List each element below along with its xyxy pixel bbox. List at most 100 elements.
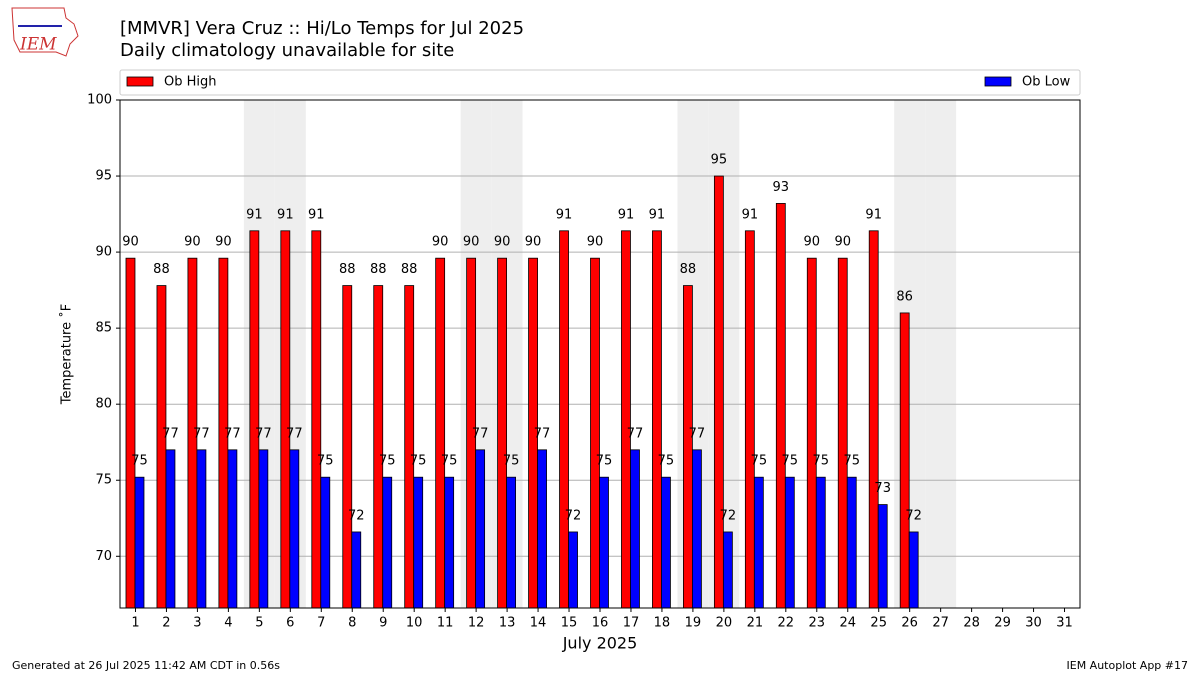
data-label: 95 <box>711 153 728 168</box>
data-label: 75 <box>596 454 613 469</box>
y-tick-label: 100 <box>87 93 112 108</box>
plot-frame <box>119 99 1081 609</box>
data-label: 88 <box>680 262 697 277</box>
data-label: 75 <box>843 454 860 469</box>
bar <box>692 449 702 609</box>
bar <box>125 257 136 609</box>
data-label: 90 <box>834 235 851 250</box>
bar <box>497 257 507 609</box>
bar <box>784 476 795 609</box>
x-tick-label: 6 <box>286 616 294 631</box>
y-tick-label: 75 <box>95 473 112 488</box>
data-label: 75 <box>410 454 427 469</box>
x-tick-label: 28 <box>963 616 980 631</box>
data-label: 91 <box>556 207 573 222</box>
logo: IEM <box>11 7 79 57</box>
data-label: 75 <box>503 454 520 469</box>
bar <box>342 285 353 609</box>
x-tick-label: 12 <box>468 616 485 631</box>
bar <box>435 257 446 609</box>
y-tick-label: 80 <box>95 397 112 412</box>
weekend-shade <box>894 100 926 608</box>
data-label: 91 <box>618 207 635 222</box>
data-label: 90 <box>184 235 201 250</box>
x-tick-label: 14 <box>530 616 547 631</box>
footer-right: IEM Autoplot App #17 <box>1067 659 1189 672</box>
bar <box>373 285 384 609</box>
x-tick-label: 1 <box>131 616 139 631</box>
data-label: 90 <box>432 235 449 250</box>
y-axis-label: Temperature ˚F <box>59 304 75 405</box>
x-tick-label: 2 <box>162 616 170 631</box>
bar <box>846 476 857 609</box>
x-tick-label: 24 <box>839 616 856 631</box>
bar <box>506 476 516 609</box>
data-label: 90 <box>525 235 542 250</box>
bar <box>134 476 145 609</box>
x-tick-label: 11 <box>437 616 454 631</box>
data-label: 77 <box>627 426 644 441</box>
data-label: 72 <box>905 508 922 523</box>
bar <box>630 449 640 609</box>
weekend-shade <box>708 100 740 608</box>
data-label: 90 <box>804 235 821 250</box>
x-tick-label: 31 <box>1056 616 1073 631</box>
y-tick-label: 85 <box>95 321 112 336</box>
x-tick-label: 9 <box>379 616 387 631</box>
bar <box>806 257 817 609</box>
x-tick-label: 25 <box>870 616 887 631</box>
data-label: 75 <box>782 454 799 469</box>
x-tick-label: 8 <box>348 616 356 631</box>
data-label: 75 <box>131 454 148 469</box>
bar <box>289 449 300 609</box>
x-tick-label: 10 <box>406 616 423 631</box>
x-tick-label: 26 <box>901 616 918 631</box>
bar <box>475 449 486 609</box>
data-label: 91 <box>308 207 325 222</box>
bar <box>280 230 291 609</box>
x-tick-label: 5 <box>255 616 263 631</box>
logo-text: IEM <box>19 35 57 55</box>
x-tick-label: 19 <box>685 616 702 631</box>
legend-box <box>119 69 1081 96</box>
bar <box>258 449 269 609</box>
bar <box>249 230 260 609</box>
x-tick-label: 3 <box>193 616 201 631</box>
data-label: 91 <box>246 207 263 222</box>
data-label: 75 <box>317 454 334 469</box>
data-label: 75 <box>813 454 830 469</box>
data-label: 90 <box>587 235 604 250</box>
footer-left: Generated at 26 Jul 2025 11:42 AM CDT in… <box>12 659 280 672</box>
data-label: 75 <box>441 454 458 469</box>
data-label: 91 <box>742 207 759 222</box>
x-tick-label: 15 <box>561 616 578 631</box>
bar <box>320 476 331 609</box>
data-label: 77 <box>224 426 241 441</box>
y-tick-label: 90 <box>95 245 112 260</box>
x-tick-label: 22 <box>778 616 795 631</box>
y-tick-label: 95 <box>95 169 112 184</box>
data-label: 77 <box>689 426 706 441</box>
data-label: 72 <box>565 508 582 523</box>
bar <box>899 312 910 609</box>
data-label: 91 <box>277 207 294 222</box>
data-label: 75 <box>379 454 396 469</box>
data-label: 73 <box>874 481 891 496</box>
data-label: 90 <box>122 235 139 250</box>
bar <box>661 476 671 609</box>
data-label: 77 <box>472 426 489 441</box>
chart-subtitle: Daily climatology unavailable for site <box>120 40 454 61</box>
bar <box>877 504 888 609</box>
x-tick-label: 7 <box>317 616 325 631</box>
legend-swatch <box>126 76 154 87</box>
bar <box>868 230 879 609</box>
bar <box>559 230 569 609</box>
data-label: 88 <box>153 262 170 277</box>
legend-swatch <box>984 76 1012 87</box>
x-tick-label: 18 <box>654 616 671 631</box>
bar <box>837 257 848 609</box>
data-label: 77 <box>286 426 303 441</box>
bar <box>165 449 176 609</box>
bar <box>744 230 755 609</box>
chart-title: [MMVR] Vera Cruz :: Hi/Lo Temps for Jul … <box>120 18 524 39</box>
